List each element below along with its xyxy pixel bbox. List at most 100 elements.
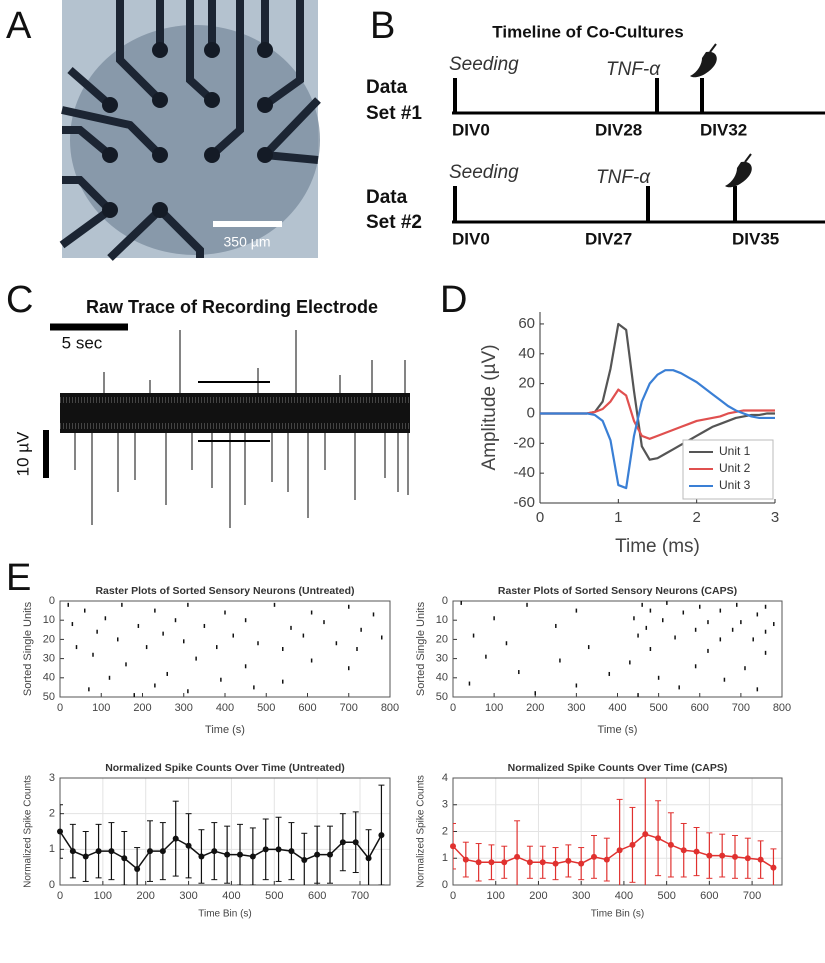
point — [732, 853, 738, 860]
panel-label: E — [6, 557, 31, 599]
point — [134, 865, 141, 872]
electrode — [257, 97, 273, 113]
data-set-label: Data — [366, 187, 408, 208]
y-tick-label: 0 — [49, 879, 55, 891]
y-tick-label: 3 — [49, 772, 55, 784]
amplitude-scale-label: 10 µV — [13, 431, 32, 476]
point — [642, 831, 649, 838]
y-tick-label: 0 — [442, 595, 448, 607]
x-tick-label: 500 — [657, 890, 675, 902]
x-tick-label: 200 — [137, 890, 155, 902]
electrode — [204, 42, 220, 58]
event-day: DIV35 — [732, 229, 779, 248]
electrode-traces — [59, 0, 321, 261]
x-axis-label: Time (s) — [205, 724, 245, 736]
chart-title: Normalized Spike Counts Over Time (Untre… — [105, 762, 345, 774]
legend-label: Unit 2 — [719, 461, 751, 475]
micrograph: 350 µm — [59, 0, 321, 261]
chart: 0 1 2 3 0 100 200 300 400 500 600 700 Normalized Spi… — [23, 762, 391, 920]
x-tick-label: 500 — [649, 702, 667, 714]
x-tick-label: 700 — [340, 702, 358, 714]
panel-label: D — [440, 279, 467, 321]
y-axis-label: Normalized Spike Counts — [416, 775, 427, 888]
y-axis-label: Sorted Single Units — [415, 601, 427, 696]
event-day: DIV32 — [700, 120, 747, 139]
point — [770, 864, 777, 871]
point — [744, 855, 751, 862]
traces — [59, 0, 321, 261]
panel-label: C — [6, 279, 33, 321]
point — [121, 855, 128, 862]
x-axis-label: Time (s) — [598, 724, 638, 736]
x-tick-label: 1 — [614, 509, 622, 526]
point — [565, 857, 572, 864]
point — [719, 852, 726, 859]
chart-title: Raster Plots of Sorted Sensory Neurons (… — [498, 585, 737, 597]
x-tick-label: 800 — [773, 702, 791, 714]
trace-title: Raw Trace of Recording Electrode — [86, 297, 378, 317]
x-tick-label: 200 — [526, 702, 544, 714]
point — [462, 856, 469, 863]
point — [706, 852, 713, 859]
electrode — [152, 92, 168, 108]
event-day: DIV0 — [452, 120, 490, 139]
y-tick-label: 50 — [436, 691, 448, 703]
point — [501, 859, 508, 866]
electrode — [204, 147, 220, 163]
point — [288, 848, 295, 855]
y-tick-label: 2 — [49, 808, 55, 820]
x-tick-label: 0 — [57, 890, 63, 902]
pepper-icon — [725, 153, 752, 188]
point — [224, 851, 231, 858]
x-tick-label: 300 — [175, 702, 193, 714]
event-day: DIV28 — [595, 120, 642, 139]
y-tick-label: -20 — [513, 434, 535, 451]
raw-trace — [60, 330, 410, 528]
point — [275, 846, 282, 853]
y-axis-label: Normalized Spike Counts — [23, 775, 34, 888]
event-label: Seeding — [449, 162, 519, 183]
electrode — [102, 202, 118, 218]
point — [314, 851, 321, 858]
x-tick-label: 200 — [529, 890, 547, 902]
series-line — [540, 369, 775, 490]
scale-bar — [213, 221, 282, 227]
x-axis-label: Time (ms) — [615, 536, 700, 557]
event-label: Seeding — [449, 54, 519, 75]
x-tick-label: 100 — [485, 702, 503, 714]
point — [159, 848, 166, 855]
pepper-icon — [690, 43, 717, 78]
point — [680, 847, 687, 854]
x-tick-label: 3 — [771, 509, 779, 526]
event-day: DIV0 — [452, 229, 490, 248]
plot-frame — [452, 600, 783, 698]
point — [57, 828, 63, 835]
x-tick-label: 500 — [257, 702, 275, 714]
point — [475, 859, 482, 866]
point — [69, 848, 76, 855]
x-tick-label: 600 — [700, 890, 718, 902]
x-tick-label: 0 — [450, 890, 456, 902]
point — [108, 848, 115, 855]
point — [352, 839, 359, 846]
electrode — [152, 202, 168, 218]
point — [603, 856, 610, 863]
x-tick-label: 400 — [615, 890, 633, 902]
point — [514, 853, 521, 860]
noise-texture — [60, 397, 410, 429]
y-tick-label: 30 — [436, 653, 448, 665]
y-tick-label: -60 — [513, 494, 535, 511]
time-scale-label: 5 sec — [62, 333, 103, 352]
point — [262, 846, 269, 853]
y-axis-label: Amplitude (µV) — [479, 344, 500, 470]
x-tick-label: 800 — [381, 702, 399, 714]
point — [488, 859, 495, 866]
x-tick-label: 700 — [743, 890, 761, 902]
y-tick-label: 1 — [442, 852, 448, 864]
y-tick-label: 30 — [43, 653, 55, 665]
electrode — [257, 42, 273, 58]
point — [526, 859, 533, 866]
point — [147, 848, 153, 855]
